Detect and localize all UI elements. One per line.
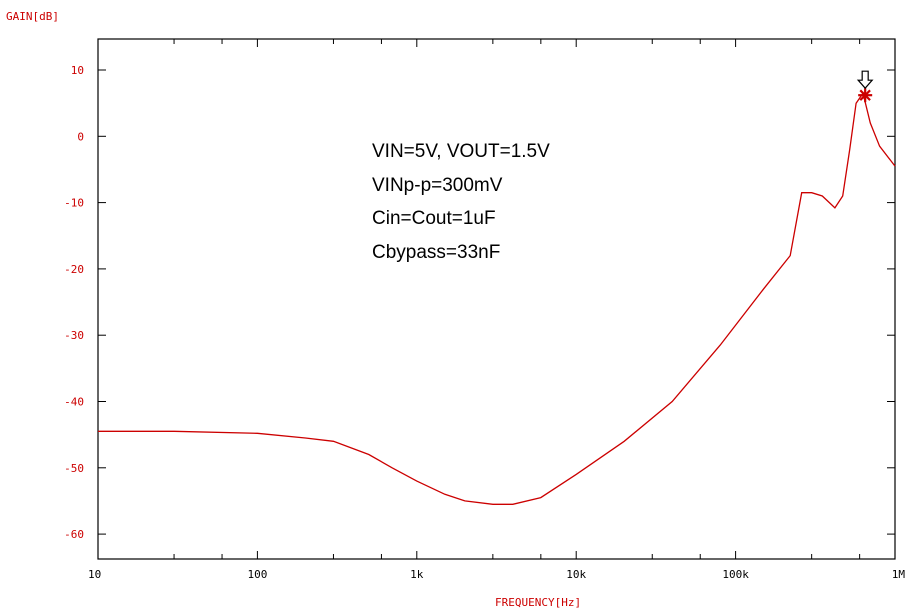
annotation-line-2: VINp-p=300mV	[372, 175, 503, 196]
y-tick-label: -50	[64, 462, 84, 475]
y-tick-label: 0	[77, 130, 84, 143]
y-tick-label: -30	[64, 329, 84, 342]
y-axis-label: GAIN[dB]	[6, 10, 59, 23]
y-tick-label: -20	[64, 263, 84, 276]
marker-asterisk-stroke	[859, 89, 871, 101]
gain-curve	[98, 91, 896, 505]
annotation-line-1: VIN=5V, VOUT=1.5V	[372, 141, 550, 162]
x-tick-label: 100	[247, 568, 267, 581]
plot-frame	[97, 38, 896, 560]
marker-arrow-icon	[856, 70, 874, 90]
x-tick-labels: 10 100 1k 10k 100k 1M	[88, 568, 905, 581]
annotation-block: VIN=5V, VOUT=1.5V VINp-p=300mV Cin=Cout=…	[372, 141, 550, 263]
x-tick-label: 100k	[722, 568, 749, 581]
x-tick-label: 10k	[566, 568, 586, 581]
y-tick-label: 10	[71, 64, 84, 77]
peak-marker	[856, 70, 874, 103]
annotation-line-3: Cin=Cout=1uF	[372, 208, 496, 229]
x-tick-label: 10	[88, 568, 101, 581]
y-tick-label: -40	[64, 396, 84, 409]
x-axis-label: FREQUENCY[Hz]	[495, 596, 581, 609]
y-tick-label: -60	[64, 528, 84, 541]
y-tick-label: -10	[64, 197, 84, 210]
annotation-line-4: Cbypass=33nF	[372, 242, 500, 263]
x-tick-label: 1M	[892, 568, 906, 581]
tick-marks	[97, 39, 896, 559]
x-tick-label: 1k	[410, 568, 424, 581]
y-tick-labels: 10 0 -10 -20 -30 -40 -50 -60	[64, 64, 84, 541]
